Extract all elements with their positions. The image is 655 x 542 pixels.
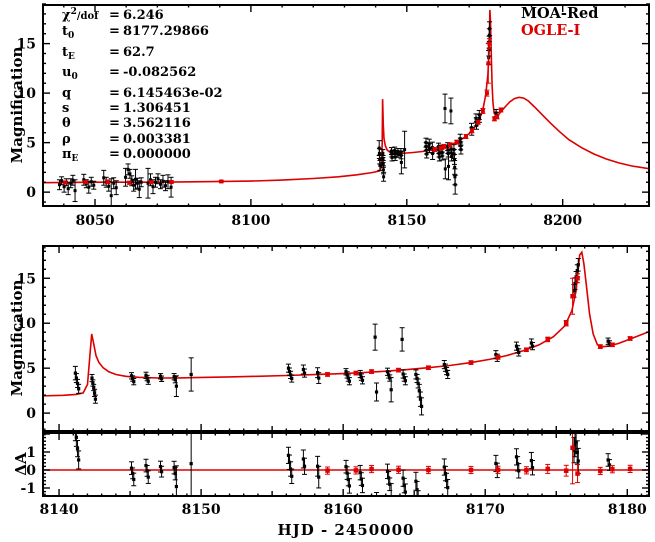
param-line: χ2/dof = 6.246 [62, 7, 164, 23]
moa_event-residuals [72, 433, 613, 496]
x-tick-label: 8050 [76, 213, 115, 229]
y-axis-label-middle: Magnification [8, 279, 26, 397]
x-tick-label: 8160 [324, 502, 363, 518]
moa_event-points [72, 257, 613, 416]
y-tick-label: 0 [26, 463, 36, 479]
x-tick-label: 8100 [231, 213, 270, 229]
y-axis-label-top: Magnification [8, 46, 26, 164]
model_event-curve [43, 250, 649, 397]
y-tick-label: 10 [17, 86, 37, 102]
param-line: s = 1.306451 [62, 101, 191, 117]
legend-moa: MOA-Red [521, 5, 599, 22]
y-tick-label: 15 [17, 37, 36, 53]
param-line: θ = 3.562116 [62, 116, 191, 132]
y-tick-label: 5 [26, 136, 36, 152]
x-axis-label: HJD - 2450000 [277, 521, 415, 539]
x-tick-label: 8200 [543, 213, 582, 229]
y-tick-label: 5 [26, 361, 36, 377]
param-line: πE = 0.000000 [62, 147, 191, 165]
legend: MOA-Red OGLE-I [521, 5, 599, 39]
y-axis-label-residual: ΔA [12, 452, 30, 476]
x-tick-label: 8170 [466, 502, 505, 518]
x-tick-label: 8150 [182, 502, 221, 518]
param-line: q = 6.145463e-02 [62, 85, 223, 101]
legend-ogle: OGLE-I [521, 21, 581, 39]
param-line: tE = 62.7 [62, 44, 155, 62]
panel-zoom-lightcurve-axes: 0 5 10 15 [17, 245, 650, 432]
y-tick-label: 15 [17, 271, 36, 287]
y-tick-label: 0 [26, 406, 36, 422]
panel-residuals-axes: 8140 8150 8160 8170 8180 -1 0 1 [20, 432, 650, 518]
ogle_event-points [325, 273, 633, 377]
x-tick-label: 8180 [608, 502, 647, 518]
param-line: t0 = 8177.29866 [62, 24, 209, 42]
x-tick-label: 8150 [387, 213, 426, 229]
y-tick-label: 0 [26, 185, 36, 201]
panel-full-lightcurve [43, 9, 649, 206]
panel-residuals [43, 433, 649, 496]
ogle_baseline-points [62, 179, 224, 185]
panel-full-lightcurve-axes: 8050 8100 8150 8200 0 5 10 15 [17, 3, 650, 229]
moa_event-points [376, 21, 499, 195]
param-line: u0 = -0.082562 [62, 65, 197, 83]
ogle_event-residuals [325, 433, 633, 485]
x-tick-label: 8140 [40, 502, 79, 518]
param-line: ρ = 0.003381 [62, 131, 191, 147]
y-tick-label: -1 [20, 481, 36, 497]
y-tick-label: 1 [26, 445, 36, 461]
ogle_event-points [432, 38, 504, 153]
panel-zoom-lightcurve [43, 250, 649, 416]
y-tick-label: 10 [17, 316, 37, 332]
param-block: χ2/dof = 6.246 t0 = 8177.29866 tE = 62.7 u0 = -0.08… [62, 5, 223, 168]
